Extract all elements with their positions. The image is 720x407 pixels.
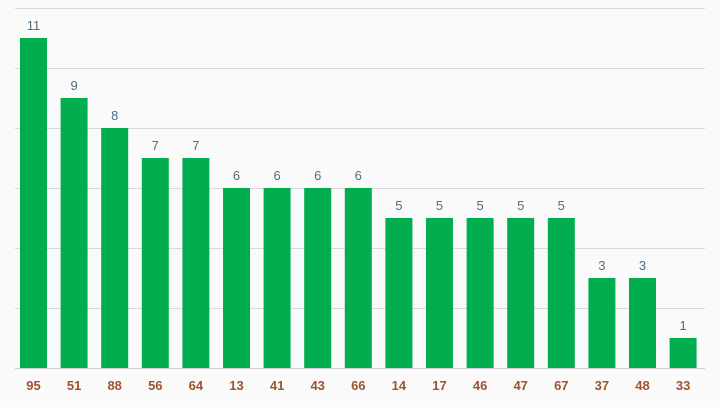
- value-label-13: 6: [233, 168, 240, 183]
- bar-51: [60, 98, 88, 368]
- bar-17: [426, 218, 453, 368]
- category-label-33: 33: [676, 378, 690, 393]
- value-label-17: 5: [436, 198, 443, 213]
- category-label-66: 66: [351, 378, 365, 393]
- bar-46: [466, 218, 494, 368]
- bar-14: [385, 218, 413, 368]
- value-label-48: 3: [639, 258, 646, 273]
- bar-48: [629, 278, 656, 368]
- value-label-95: 11: [27, 18, 41, 33]
- value-label-46: 5: [476, 198, 483, 213]
- category-label-13: 13: [229, 378, 243, 393]
- category-label-67: 67: [554, 378, 568, 393]
- bar-41: [263, 188, 291, 368]
- category-label-47: 47: [513, 378, 527, 393]
- category-label-48: 48: [635, 378, 649, 393]
- value-label-88: 8: [111, 108, 118, 123]
- category-label-51: 51: [67, 378, 81, 393]
- bar-66: [344, 188, 372, 368]
- bar-47: [507, 218, 535, 368]
- category-label-88: 88: [107, 378, 121, 393]
- category-labels: 95 51 88 56 64 13 41 43 66 14 17 46 47 67 37 48 33: [26, 378, 690, 393]
- category-label-17: 17: [432, 378, 446, 393]
- bars: [20, 38, 697, 368]
- bar-37: [588, 278, 616, 368]
- bar-56: [141, 158, 169, 368]
- category-label-43: 43: [310, 378, 324, 393]
- category-label-41: 41: [270, 378, 284, 393]
- bar-88: [101, 128, 129, 368]
- value-label-37: 3: [598, 258, 605, 273]
- bar-43: [304, 188, 332, 368]
- value-label-47: 5: [517, 198, 524, 213]
- category-label-46: 46: [473, 378, 487, 393]
- bar-13: [223, 188, 250, 368]
- value-labels: 11 9 8 7 7 6 6 6 6 5 5 5 5 5 3 3 1: [27, 18, 687, 333]
- value-label-64: 7: [192, 138, 199, 153]
- bar-64: [182, 158, 210, 368]
- value-label-66: 6: [355, 168, 362, 183]
- value-label-51: 9: [70, 78, 77, 93]
- bar-67: [547, 218, 575, 368]
- value-label-56: 7: [152, 138, 159, 153]
- category-label-37: 37: [595, 378, 609, 393]
- value-label-14: 5: [395, 198, 402, 213]
- category-label-14: 14: [392, 378, 407, 393]
- category-label-56: 56: [148, 378, 162, 393]
- category-label-95: 95: [26, 378, 40, 393]
- value-label-33: 1: [679, 318, 686, 333]
- value-label-41: 6: [273, 168, 280, 183]
- bar-95: [20, 38, 47, 368]
- category-label-64: 64: [189, 378, 204, 393]
- value-label-67: 5: [558, 198, 565, 213]
- value-label-43: 6: [314, 168, 321, 183]
- bar-33: [669, 338, 697, 368]
